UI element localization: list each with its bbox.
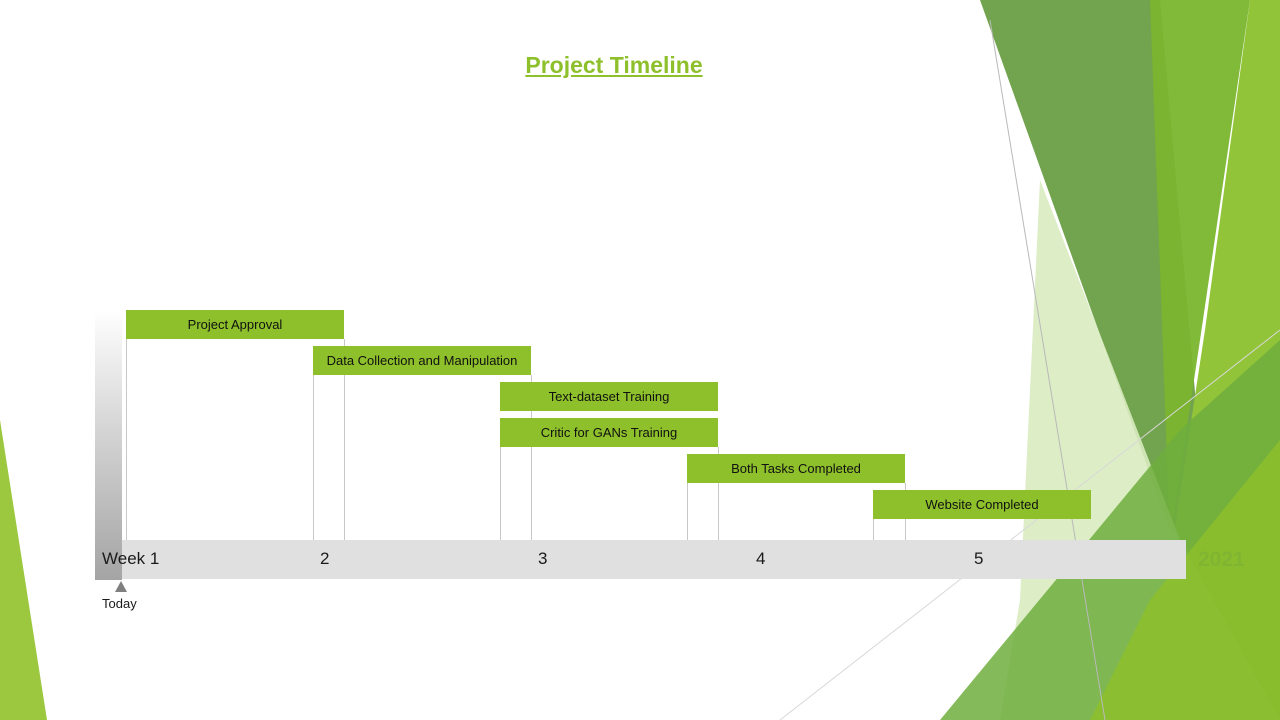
task-drop-line <box>718 447 719 540</box>
today-indicator <box>95 310 122 580</box>
task-bar[interactable]: Website Completed <box>873 490 1091 519</box>
task-drop-line <box>313 375 314 540</box>
task-bar[interactable]: Data Collection and Manipulation <box>313 346 531 375</box>
decor-thin-line-1 <box>989 19 1106 720</box>
task-bar[interactable]: Critic for GANs Training <box>500 418 718 447</box>
week-label: 5 <box>974 549 984 568</box>
week-label: 4 <box>756 549 766 568</box>
today-triangle-icon <box>115 581 127 592</box>
right-dark-green-panel <box>980 0 1210 560</box>
task-drop-line <box>687 483 688 540</box>
decor-thin-line-2 <box>779 329 1280 720</box>
right-olive-panel <box>1150 0 1250 540</box>
week-label: 3 <box>538 549 548 568</box>
task-drop-line <box>873 519 874 540</box>
today-label: Today <box>102 596 137 611</box>
page-title: Project Timeline <box>525 52 703 78</box>
week-label: Week 1 <box>102 549 160 568</box>
task-drop-line <box>344 339 345 540</box>
task-drop-line <box>500 447 501 540</box>
bottom-lime-wedge <box>1090 440 1280 720</box>
year-label: 2021 <box>1198 548 1245 571</box>
task-bar[interactable]: Project Approval <box>126 310 344 339</box>
left-green-sliver <box>0 420 47 720</box>
week-label: 2 <box>320 549 330 568</box>
timeline-scale-bar <box>95 540 1186 579</box>
task-drop-line <box>531 375 532 540</box>
task-bar[interactable]: Both Tasks Completed <box>687 454 905 483</box>
task-bar[interactable]: Text-dataset Training <box>500 382 718 411</box>
task-drop-line <box>126 339 127 540</box>
